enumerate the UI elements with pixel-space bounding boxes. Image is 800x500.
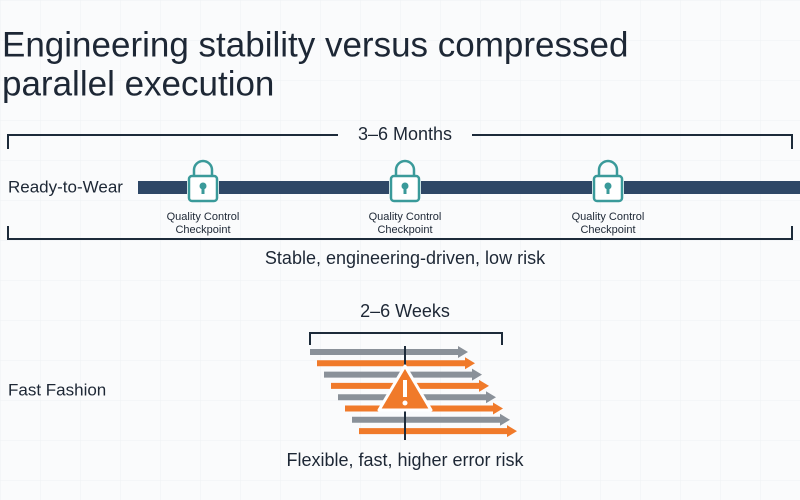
title-line: parallel execution (2, 64, 274, 103)
lock-shackle (394, 159, 416, 176)
lock-keyslot (403, 186, 407, 194)
task-arrow (310, 346, 468, 358)
duration-bracket (309, 332, 503, 345)
task-arrow (359, 425, 517, 438)
duration-label: 2–6 Weeks (360, 301, 450, 321)
lower-bracket (7, 226, 793, 240)
lock-keyslot (606, 186, 610, 194)
row-label: Ready-to-Wear (8, 177, 123, 196)
task-arrow (352, 413, 510, 426)
lock-keyslot (201, 186, 205, 194)
timeline-bar (138, 181, 800, 194)
checkpoint-label: Checkpoint (377, 224, 432, 236)
checkpoint-label: Checkpoint (175, 224, 230, 236)
checkpoint-label: Quality Control (572, 211, 645, 223)
caption: Flexible, fast, higher error risk (286, 450, 524, 470)
caption: Stable, engineering-driven, low risk (265, 248, 546, 268)
duration-bracket (7, 134, 793, 149)
checkpoint-label: Checkpoint (580, 224, 635, 236)
warning-mark (403, 380, 407, 397)
warning-dot (402, 400, 408, 406)
lock-shackle (597, 159, 619, 176)
checkpoint-label: Quality Control (167, 211, 240, 223)
title-line: Engineering stability versus compressed (2, 25, 628, 64)
warning-icon (377, 364, 433, 412)
checkpoint-label: Quality Control (369, 211, 442, 223)
task-arrow (317, 357, 475, 370)
row-label: Fast Fashion (8, 380, 106, 399)
lock-shackle (192, 159, 214, 176)
duration-label: 3–6 Months (358, 124, 452, 144)
